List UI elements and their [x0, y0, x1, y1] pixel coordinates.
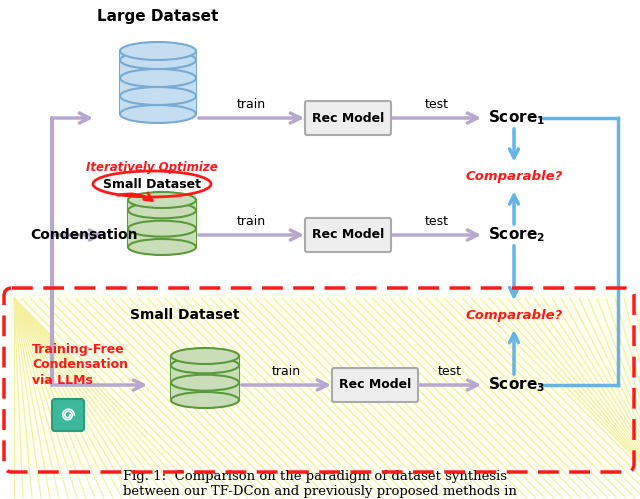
- FancyBboxPatch shape: [8, 292, 630, 468]
- Bar: [171, 356, 239, 400]
- Text: $\mathbf{Score_2}$: $\mathbf{Score_2}$: [488, 226, 545, 245]
- Text: test: test: [424, 215, 449, 228]
- Ellipse shape: [120, 51, 196, 69]
- Text: $\mathbf{Score_1}$: $\mathbf{Score_1}$: [488, 109, 545, 127]
- Ellipse shape: [171, 375, 239, 391]
- Ellipse shape: [120, 69, 196, 87]
- Bar: [128, 200, 196, 247]
- Ellipse shape: [128, 239, 196, 255]
- Text: Iteratively Optimize: Iteratively Optimize: [86, 162, 218, 175]
- Ellipse shape: [171, 348, 239, 364]
- Text: Training-Free
Condensation
via LLMs: Training-Free Condensation via LLMs: [32, 343, 128, 387]
- Text: test: test: [424, 98, 449, 111]
- Ellipse shape: [128, 221, 196, 237]
- Text: $\mathbf{Score_3}$: $\mathbf{Score_3}$: [488, 376, 545, 394]
- Ellipse shape: [171, 392, 239, 408]
- FancyBboxPatch shape: [305, 218, 391, 252]
- Text: Condensation: Condensation: [30, 228, 138, 242]
- Text: Comparable?: Comparable?: [465, 308, 563, 321]
- Bar: [120, 51, 196, 114]
- Text: Rec Model: Rec Model: [312, 111, 384, 124]
- Text: train: train: [272, 365, 301, 378]
- Text: Rec Model: Rec Model: [339, 379, 411, 392]
- Text: train: train: [237, 215, 266, 228]
- Text: Fig. 1:  Comparison on the paradigm of dataset synthesis
between our TF-DCon and: Fig. 1: Comparison on the paradigm of da…: [123, 470, 517, 498]
- Text: test: test: [438, 365, 462, 378]
- Ellipse shape: [120, 87, 196, 105]
- Text: Large Dataset: Large Dataset: [97, 8, 219, 23]
- Ellipse shape: [128, 192, 196, 208]
- Ellipse shape: [120, 105, 196, 123]
- Ellipse shape: [128, 202, 196, 219]
- Text: Comparable?: Comparable?: [465, 170, 563, 183]
- Ellipse shape: [171, 357, 239, 373]
- Text: Small Dataset: Small Dataset: [131, 308, 240, 322]
- Text: Small Dataset: Small Dataset: [103, 178, 201, 191]
- Ellipse shape: [120, 42, 196, 60]
- FancyBboxPatch shape: [332, 368, 418, 402]
- FancyBboxPatch shape: [52, 399, 84, 431]
- FancyBboxPatch shape: [305, 101, 391, 135]
- Text: train: train: [237, 98, 266, 111]
- Text: Rec Model: Rec Model: [312, 229, 384, 242]
